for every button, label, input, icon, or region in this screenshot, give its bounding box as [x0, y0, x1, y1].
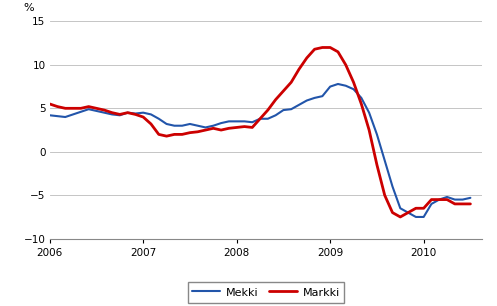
Mekki	[93, 109, 99, 113]
Line: Markki: Markki	[50, 47, 470, 217]
Markki	[47, 102, 53, 106]
Mekki	[460, 198, 466, 201]
Markki	[467, 202, 473, 206]
Markki	[93, 106, 99, 110]
Mekki	[47, 114, 53, 117]
Mekki	[413, 215, 419, 219]
Mekki	[436, 198, 442, 201]
Legend: Mekki, Markki: Mekki, Markki	[188, 282, 344, 303]
Mekki	[148, 113, 154, 116]
Mekki	[335, 82, 341, 86]
Markki	[460, 202, 466, 206]
Text: %: %	[24, 3, 34, 13]
Mekki	[467, 196, 473, 200]
Markki	[320, 46, 326, 49]
Markki	[203, 128, 209, 132]
Markki	[436, 198, 442, 201]
Markki	[148, 122, 154, 126]
Markki	[125, 111, 131, 114]
Markki	[397, 215, 403, 219]
Line: Mekki: Mekki	[50, 84, 470, 217]
Mekki	[203, 125, 209, 129]
Mekki	[125, 111, 131, 114]
